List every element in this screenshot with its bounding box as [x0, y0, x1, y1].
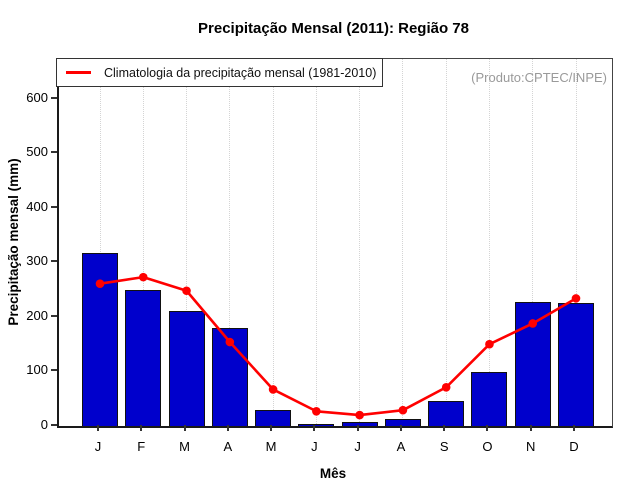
x-tick-mark [529, 425, 532, 431]
y-tick-label: 300 [26, 253, 48, 269]
bar [558, 302, 594, 426]
y-tick-label: 200 [26, 307, 48, 323]
bar [471, 372, 508, 426]
bar [82, 253, 118, 426]
x-tick-label: A [396, 439, 406, 454]
y-tick-mark [51, 151, 57, 154]
bar [168, 310, 205, 426]
y-tick-mark [51, 205, 57, 208]
month-gridline [445, 59, 447, 426]
watermark-text: (Produto:CPTEC/INPE) [471, 70, 607, 85]
y-tick-mark [51, 424, 57, 426]
month-gridline [142, 59, 144, 426]
bar [341, 421, 378, 426]
x-tick-label: J [354, 439, 361, 454]
y-tick-mark [51, 369, 57, 372]
x-tick-label: M [179, 439, 190, 454]
x-tick-label: N [526, 439, 536, 454]
bar [255, 410, 292, 426]
x-tick-mark [399, 425, 402, 431]
month-gridline [272, 59, 274, 426]
x-tick-mark [140, 425, 143, 431]
x-axis-title: Mês [319, 466, 347, 481]
x-tick-mark [97, 425, 99, 431]
x-tick-label: M [265, 439, 277, 454]
x-tick-label: J [311, 439, 318, 454]
x-tick-label: D [569, 439, 579, 454]
x-tick-mark [443, 425, 446, 431]
month-gridline [532, 59, 534, 426]
y-tick-label: 600 [26, 89, 48, 105]
x-tick-label: A [223, 439, 233, 454]
y-tick-label: 400 [26, 198, 48, 214]
y-tick-mark [51, 314, 57, 317]
bar [428, 400, 465, 426]
y-tick-mark [51, 96, 57, 99]
bar [125, 290, 162, 426]
month-gridline [359, 59, 361, 426]
legend-label: Climatologia da precipitação mensal (198… [104, 65, 377, 80]
x-tick-label: F [137, 439, 146, 454]
x-tick-mark [226, 425, 229, 431]
month-gridline [186, 59, 188, 426]
x-tick-mark [573, 425, 575, 431]
bar [514, 302, 551, 426]
x-tick-mark [356, 425, 359, 431]
month-gridline [488, 59, 490, 426]
y-tick-label: 0 [40, 417, 48, 432]
chart-title: Precipitação Mensal (2011): Região 78 [198, 20, 469, 37]
bar [384, 419, 421, 426]
x-tick-label: O [482, 439, 493, 454]
month-gridline [575, 59, 577, 426]
x-tick-label: S [439, 439, 449, 454]
legend-line-icon [66, 71, 91, 74]
x-tick-mark [270, 425, 273, 431]
month-gridline [402, 59, 404, 426]
bar [211, 327, 248, 426]
y-tick-label: 500 [26, 144, 48, 160]
y-tick-mark [51, 260, 57, 263]
bar [298, 424, 335, 426]
x-tick-label: J [94, 439, 102, 454]
month-gridline [229, 59, 231, 426]
x-tick-mark [486, 425, 489, 431]
month-gridline [315, 59, 317, 426]
legend-box: Climatologia da precipitação mensal (198… [56, 58, 383, 87]
x-tick-mark [313, 425, 316, 431]
plot-area [57, 58, 613, 428]
x-tick-mark [183, 425, 186, 431]
y-tick-label: 100 [26, 362, 48, 378]
month-gridline [99, 59, 101, 426]
